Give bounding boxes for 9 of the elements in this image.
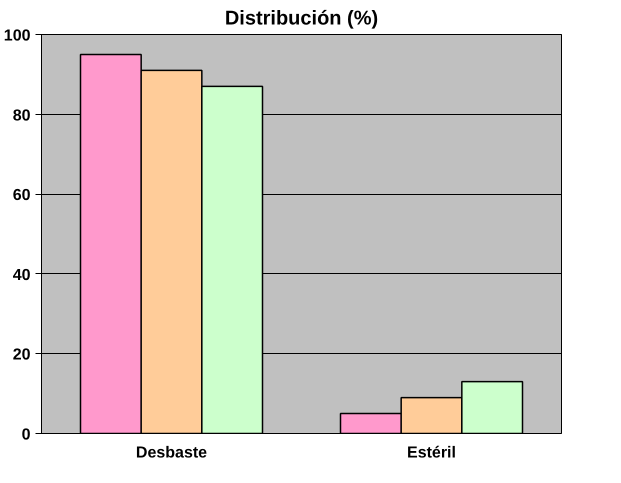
y-tick-label: 40 bbox=[12, 266, 31, 284]
y-tick-label: 0 bbox=[22, 426, 31, 444]
x-tick-label: Desbaste bbox=[136, 444, 208, 462]
chart-title: Distribución (%) bbox=[224, 8, 378, 30]
y-tick-label: 60 bbox=[12, 187, 31, 204]
y-tick-label: 20 bbox=[12, 346, 31, 364]
y-tick-label: 80 bbox=[12, 107, 31, 124]
x-tick-label: Estéril bbox=[407, 444, 456, 462]
y-tick-label: 100 bbox=[4, 28, 31, 44]
